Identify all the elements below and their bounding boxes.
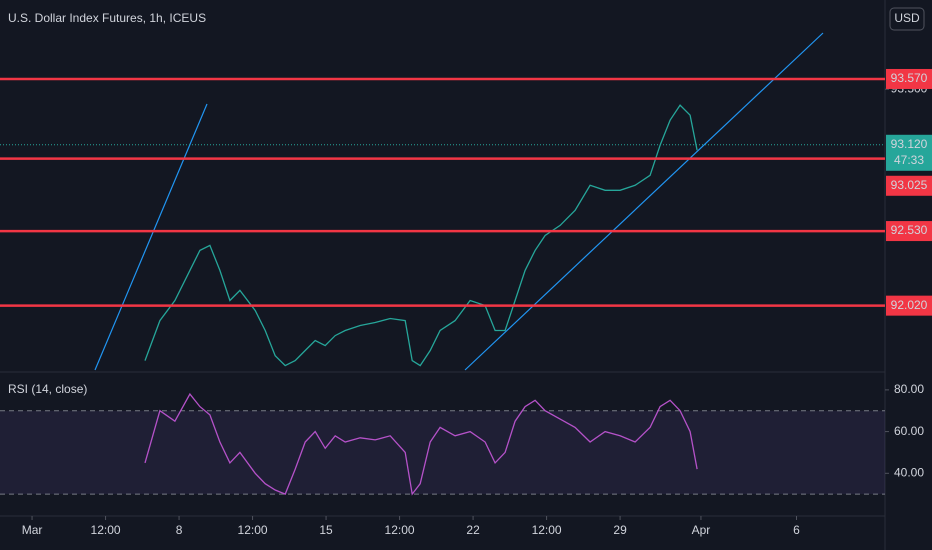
y-tick-label: 40.00 <box>894 465 924 479</box>
current-price-label: 93.120 <box>891 137 928 151</box>
price-line <box>144 392 698 496</box>
chart-title: U.S. Dollar Index Futures, 1h, ICEUS <box>8 11 206 25</box>
x-tick-label: 22 <box>466 523 480 537</box>
x-tick-label: 12:00 <box>385 523 415 537</box>
level-label-box <box>886 221 932 242</box>
x-tick-label: 12:00 <box>238 523 268 537</box>
level-label: 93.570 <box>891 71 928 85</box>
x-tick-label: 12:00 <box>91 523 121 537</box>
level-label: 92.020 <box>891 298 928 312</box>
level-label: 93.025 <box>891 178 928 192</box>
x-tick-label: 6 <box>793 523 800 537</box>
x-tick-label: 15 <box>319 523 333 537</box>
x-tick-label: 12:00 <box>532 523 562 537</box>
x-tick-label: Apr <box>692 523 711 537</box>
y-tick-label: 60.00 <box>894 424 924 438</box>
trend-line <box>94 103 208 371</box>
y-tick-label: 80.00 <box>894 382 924 396</box>
countdown-label: 47:33 <box>894 153 924 167</box>
price-line <box>144 104 698 367</box>
x-tick-label: 8 <box>176 523 183 537</box>
indicator-title: RSI (14, close) <box>8 382 87 396</box>
currency-label[interactable]: USD <box>894 11 920 25</box>
current-price-box <box>886 134 932 171</box>
level-label-box <box>886 175 932 196</box>
x-tick-label: Mar <box>22 523 43 537</box>
rsi-band <box>0 410 885 495</box>
currency-button[interactable] <box>889 7 925 31</box>
level-label: 92.530 <box>891 223 928 237</box>
level-label-box <box>886 295 932 316</box>
trend-line <box>464 32 824 371</box>
level-label-box <box>886 68 932 89</box>
x-tick-label: 29 <box>613 523 627 537</box>
